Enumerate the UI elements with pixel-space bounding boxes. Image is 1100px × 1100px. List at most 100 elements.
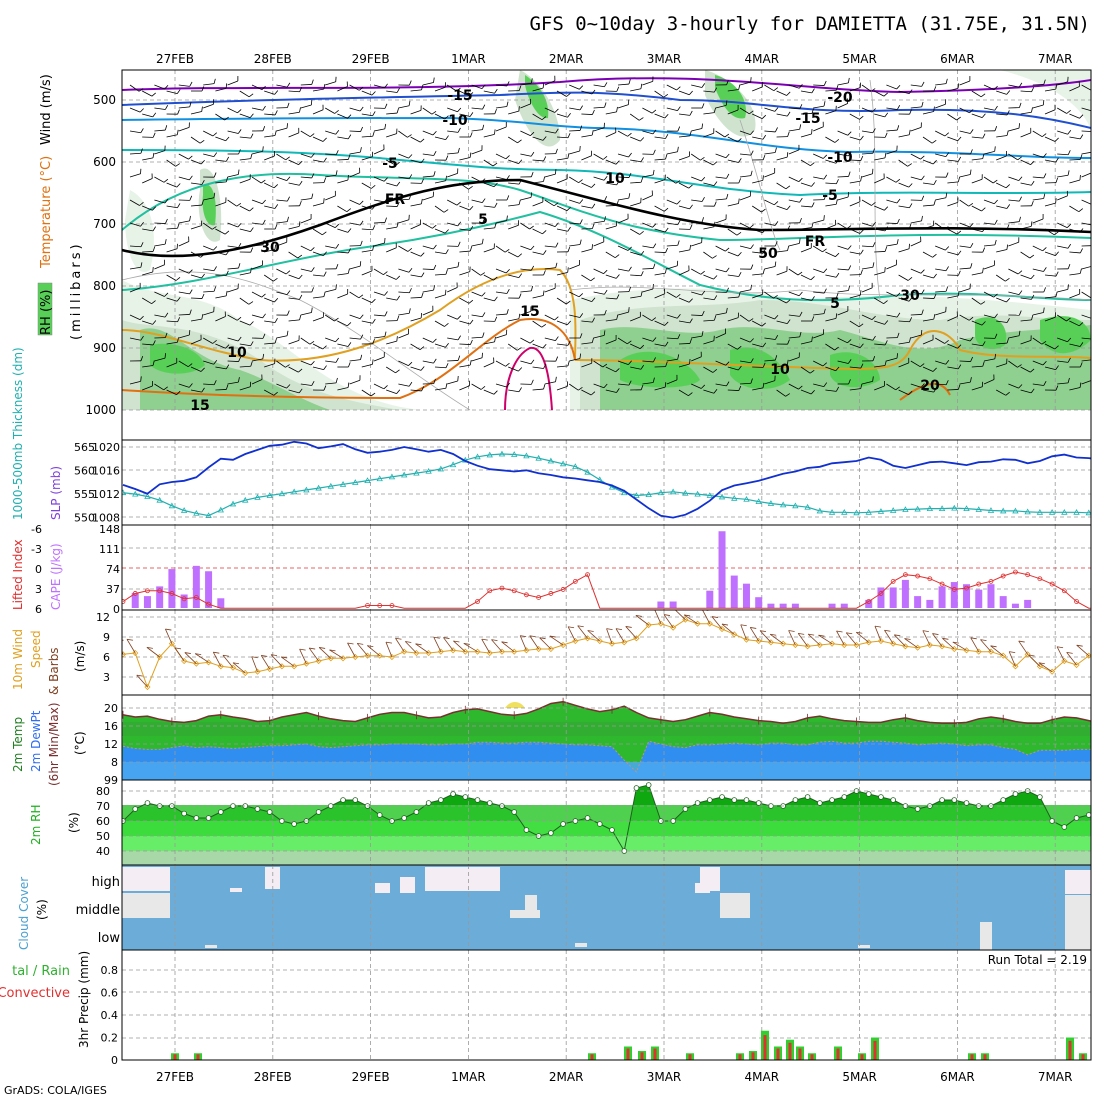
wind-barb	[874, 251, 886, 253]
wind-barb	[642, 174, 654, 178]
wind-barb-flag	[1043, 287, 1046, 293]
wind-barb	[288, 90, 300, 93]
rh2m-marker	[254, 806, 261, 812]
wind-barb	[642, 314, 653, 322]
contour-label: FR	[385, 192, 406, 208]
wind-barb-flag	[834, 346, 839, 351]
lifted-index-marker	[132, 591, 138, 596]
wind-barb-flag	[567, 246, 571, 252]
wind-barb	[1057, 382, 1069, 385]
wind-barb	[617, 245, 629, 251]
wind-barb-flag	[738, 385, 742, 391]
wind-barb	[532, 228, 543, 235]
wind-barb-flag	[567, 153, 570, 159]
cape-bar	[706, 590, 714, 608]
wind-barb-flag	[555, 262, 558, 268]
wind-barb	[422, 153, 434, 156]
wind-barb	[837, 310, 849, 316]
cape-bar	[767, 603, 775, 608]
wind10-tick: 12	[96, 611, 110, 624]
wind-barb-flag	[652, 129, 657, 135]
wind-barb	[764, 199, 775, 206]
wind-barb-flag	[201, 314, 204, 320]
temp2m-label-a: 2m Temp	[11, 717, 25, 772]
wind10-barb-flag	[788, 630, 795, 632]
wind-barb	[727, 203, 739, 207]
wind-barb-flag	[847, 359, 852, 364]
wind-barb-flag	[297, 254, 303, 259]
wind-barb	[788, 128, 800, 132]
wind10-barb	[212, 652, 222, 667]
rh2m-marker	[951, 797, 958, 803]
wind-barb-flag	[274, 317, 278, 323]
wind-barb	[349, 222, 361, 226]
wind-barb-flag	[420, 138, 425, 143]
wind-barb-flag	[555, 128, 559, 134]
rh2m-marker	[193, 815, 200, 821]
wind-barb-flag	[628, 286, 632, 292]
thickness-marker	[828, 509, 836, 515]
wind-barb-flag	[531, 171, 534, 177]
wind-barb-flag	[919, 363, 925, 367]
wind-barb	[935, 290, 947, 293]
cloud-gap	[425, 867, 500, 891]
wind-barb	[447, 107, 458, 113]
wind-barb-flag	[492, 162, 498, 167]
wind-barb	[751, 205, 762, 213]
wind-barb	[544, 267, 556, 270]
wind-barb-flag	[1078, 208, 1084, 212]
wind-barb-flag	[298, 160, 303, 165]
wind-barb-flag	[298, 388, 303, 394]
thickness-marker	[1048, 509, 1056, 515]
wind-barb-flag	[994, 333, 998, 339]
wind-barb-flag	[285, 156, 290, 161]
wind-barb-flag	[176, 297, 181, 302]
wind-barb	[922, 389, 934, 393]
wind-barb	[471, 176, 482, 183]
wind-barb	[605, 274, 617, 279]
pressure-tick: 700	[93, 217, 116, 231]
wind-barb-flag	[237, 222, 242, 228]
wind-barb-flag	[518, 179, 522, 185]
wind-barb-flag	[200, 253, 205, 258]
cape-bar	[205, 571, 213, 608]
wind-barb	[752, 273, 764, 276]
wind-barb	[1020, 389, 1032, 394]
wind-barb-flag	[1031, 107, 1033, 113]
wind-barb	[739, 222, 750, 229]
wind-barb-flag	[713, 389, 718, 394]
wind-barb-flag	[334, 317, 339, 322]
wind-barb-flag	[689, 318, 693, 324]
wind-barb-flag	[628, 307, 630, 313]
wind-barb	[617, 337, 628, 345]
wind-barb	[422, 196, 434, 201]
cape-bar	[657, 601, 665, 608]
wind-barb-flag	[224, 116, 229, 121]
wind-barb	[288, 225, 300, 230]
wind-barb-flag	[396, 87, 400, 93]
wind-barb-flag	[762, 248, 766, 254]
wind-barb	[935, 83, 947, 86]
wind-barb-flag	[323, 157, 327, 163]
wind-barb	[129, 84, 140, 92]
wind-barb-flag	[1018, 290, 1023, 295]
wind-barb	[434, 113, 445, 120]
wind-barb-flag	[1005, 277, 1010, 282]
rh-contour	[122, 271, 471, 411]
wind-barb-flag	[482, 124, 485, 130]
wind-barb	[215, 202, 226, 207]
wind-barb	[861, 107, 873, 113]
wind-barb	[1057, 222, 1068, 229]
wind-barb	[471, 107, 483, 110]
wind-barb	[410, 159, 422, 164]
wind-barb-flag	[457, 241, 461, 247]
wind-barb-flag	[884, 132, 888, 138]
wind-barb	[312, 251, 324, 256]
cape-bar	[914, 596, 922, 608]
wind-barb-flag	[579, 219, 583, 225]
wind-barb-flag	[689, 110, 693, 116]
wind-barb	[605, 225, 617, 230]
wind-barb	[203, 197, 215, 201]
precip-conv-bar	[776, 1048, 780, 1060]
wind-barb-flag	[835, 85, 839, 91]
